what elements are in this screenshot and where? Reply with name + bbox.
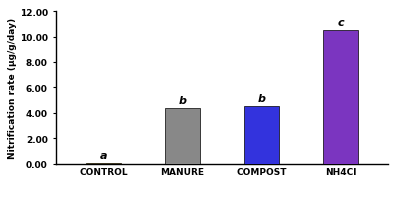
Y-axis label: Nitrification rate (µg/g/day): Nitrification rate (µg/g/day) [8,18,17,158]
Text: b: b [178,96,186,106]
Bar [86,163,121,164]
Text: c: c [337,18,344,28]
Bar [323,31,358,164]
Text: b: b [258,94,266,104]
Text: a: a [100,151,107,161]
Bar [244,106,279,164]
Bar [165,109,200,164]
